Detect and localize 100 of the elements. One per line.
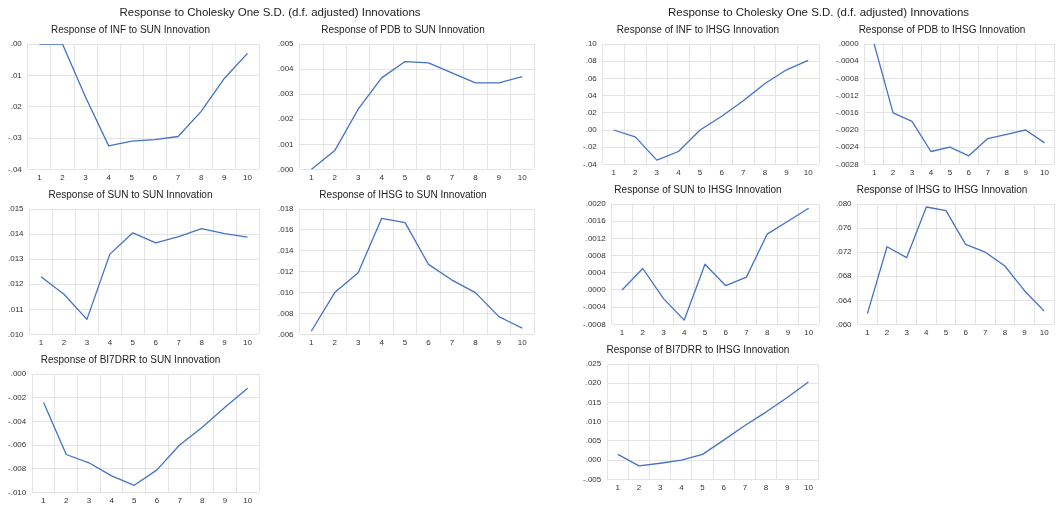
chart-title: Response of BI7DRR to SUN Innovation [40,353,221,365]
x-tick-label: 7 [985,168,991,178]
chart-title: Response of INF to IHSG Innovation [616,23,780,35]
x-tick-label: 9 [1022,328,1028,338]
y-tick-label: -.0004 [583,302,607,312]
y-tick-label: .0000 [838,39,860,49]
y-tick-label: .064 [835,295,853,305]
x-tick-label: 2 [61,338,67,348]
x-tick-label: 8 [1004,168,1010,178]
x-tick-label: 1 [309,338,315,348]
y-tick-label: -.03 [7,133,23,143]
x-tick-label: 10 [1039,328,1050,338]
y-tick-label: .072 [835,247,853,257]
x-tick-label: 8 [762,168,768,178]
y-tick-label: .0012 [585,233,607,243]
x-tick-label: 7 [741,168,747,178]
x-tick-label: 6 [426,173,432,183]
x-tick-label: 10 [517,173,528,183]
x-tick-label: 5 [697,168,703,178]
x-tick-label: 3 [904,328,910,338]
y-tick-label: .013 [7,254,25,264]
x-tick-label: 1 [41,496,47,506]
y-tick-label: .04 [585,90,598,100]
y-tick-label: .012 [277,266,295,276]
x-tick-label: 1 [37,173,43,183]
y-tick-label: .0000 [585,285,607,295]
y-tick-label: .00 [585,125,598,135]
x-tick-label: 7 [176,338,182,348]
y-tick-label: .060 [835,319,853,329]
y-tick-label: .010 [7,329,25,339]
y-tick-label: .000 [10,369,27,379]
y-tick-label: .008 [277,308,295,318]
x-tick-label: 7 [177,496,183,506]
y-tick-label: .014 [277,246,295,255]
x-tick-label: 10 [243,338,253,348]
x-tick-label: 4 [682,328,688,338]
y-tick-label: .0016 [585,216,607,226]
chart-title: Response of SUN to IHSG Innovation [614,183,782,195]
y-tick-label: .0004 [585,268,607,277]
x-tick-label: 3 [84,338,90,348]
chart-title: Response of IHSG to SUN Innovation [319,188,487,200]
x-tick-label: 5 [943,328,949,338]
x-tick-label: 1 [615,483,621,493]
x-tick-label: 8 [198,173,204,183]
y-tick-label: -.005 [583,474,602,484]
x-tick-label: 1 [619,328,625,338]
y-tick-label: -.008 [8,463,27,473]
x-tick-label: 8 [199,338,205,348]
y-tick-label: .01 [10,70,23,80]
y-tick-label: .10 [585,39,598,49]
x-tick-label: 2 [632,168,638,178]
x-tick-label: 9 [222,496,228,506]
x-tick-label: 6 [963,328,969,338]
x-tick-label: 9 [785,483,791,493]
x-tick-label: 1 [309,173,315,183]
x-tick-label: 7 [983,328,989,338]
x-tick-label: 2 [884,328,890,338]
x-tick-label: 8 [200,496,206,506]
x-tick-label: 7 [742,483,748,493]
chart-title: Response of INF to SUN Innovation [51,23,210,35]
x-tick-label: 4 [379,173,385,183]
x-tick-label: 2 [640,328,646,338]
y-tick-label: .011 [8,304,25,314]
y-tick-label: .015 [7,204,25,214]
x-tick-label: 10 [243,496,253,506]
text: Response to Cholesky One S.D. (d.f. adjusted) Innovations [118,5,422,20]
x-tick-label: 5 [130,338,136,348]
x-tick-label: 4 [107,338,113,348]
x-tick-label: 9 [785,328,791,338]
x-tick-label: 3 [661,328,667,338]
y-tick-label: .08 [585,56,598,66]
y-tick-label: .016 [277,225,295,235]
y-tick-label: .080 [835,199,853,209]
x-tick-label: 8 [763,483,769,493]
x-tick-label: 4 [928,168,934,178]
x-tick-label: 7 [449,338,455,348]
x-tick-label: 3 [654,168,660,178]
x-tick-label: 9 [496,338,502,348]
x-tick-label: 4 [109,496,115,506]
chart-title: Response of PDB to IHSG Innovation [858,23,1026,35]
y-tick-label: .015 [585,397,602,407]
x-tick-label: 1 [871,168,877,178]
text: Response to Cholesky One S.D. (d.f. adjusted) Innovations [666,5,971,20]
y-tick-label: .000 [585,455,602,465]
y-tick-label: -.04 [7,164,23,174]
x-tick-label: 3 [83,173,89,183]
x-tick-label: 2 [890,168,896,178]
x-tick-label: 8 [473,338,479,348]
y-tick-label: .020 [585,378,602,388]
x-tick-label: 9 [222,173,228,183]
x-tick-label: 2 [60,173,66,183]
x-tick-label: 5 [402,173,408,183]
y-tick-label: -.0024 [836,142,860,152]
x-tick-label: 4 [379,338,385,348]
x-tick-label: 6 [719,168,725,178]
x-tick-label: 7 [744,328,750,338]
chart-title: Response of IHSG to IHSG Innovation [856,183,1028,195]
y-tick-label: -.004 [8,416,27,426]
x-tick-label: 4 [924,328,930,338]
x-tick-label: 9 [222,338,228,348]
